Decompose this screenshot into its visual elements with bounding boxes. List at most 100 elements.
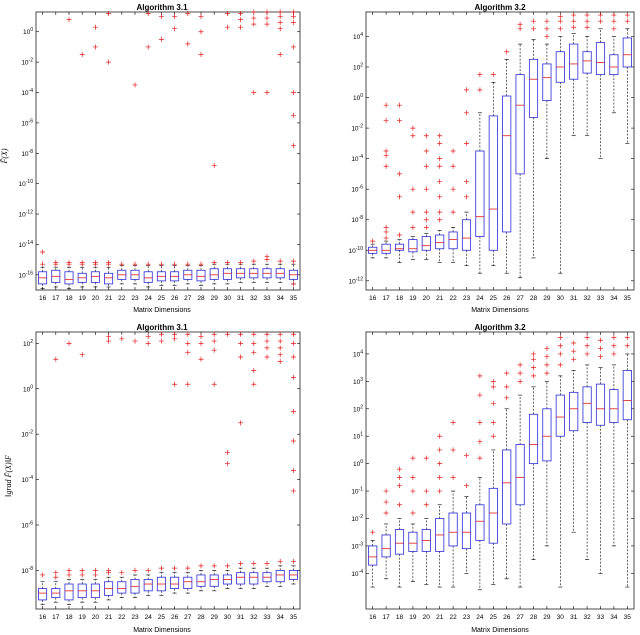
y-tick-label: 102 <box>23 339 33 348</box>
outlier-marker <box>611 12 617 18</box>
x-tick-label: 34 <box>277 614 285 621</box>
box-24 <box>143 11 153 288</box>
box-16 <box>368 238 378 259</box>
outlier-marker <box>437 194 443 200</box>
outlier-marker <box>544 33 550 39</box>
box-body <box>236 572 246 585</box>
outlier-marker <box>277 14 283 20</box>
y-axis-label: F̃(X) <box>0 148 9 164</box>
outlier-marker <box>450 474 456 480</box>
outlier-marker <box>290 143 296 149</box>
x-tick-label: 21 <box>436 295 444 302</box>
outlier-marker <box>517 21 523 27</box>
outlier-marker <box>277 52 283 58</box>
outlier-marker <box>423 224 429 230</box>
box-body <box>394 529 405 555</box>
y-tick-label: 100 <box>353 93 363 102</box>
box-34 <box>609 334 619 547</box>
outlier-marker <box>264 354 270 360</box>
outlier-marker <box>450 163 456 169</box>
x-tick-label: 35 <box>624 295 632 302</box>
x-tick-label: 30 <box>224 614 232 621</box>
box-25 <box>488 72 498 266</box>
y-tick-label: 10-6 <box>21 118 33 127</box>
box-18 <box>64 340 74 605</box>
outlier-marker <box>290 438 296 444</box>
outlier-marker <box>450 209 456 215</box>
x-tick-label: 30 <box>557 614 565 621</box>
outlier-marker <box>383 163 389 169</box>
box-22 <box>117 336 127 598</box>
outlier-marker <box>277 20 283 26</box>
box-body <box>196 574 206 587</box>
box-body <box>488 487 498 544</box>
x-tick-label: 28 <box>197 295 205 302</box>
outlier-marker <box>251 561 257 567</box>
x-tick-label: 17 <box>52 295 60 302</box>
outlier-marker <box>423 217 429 223</box>
box-body <box>183 576 193 589</box>
x-tick-label: 19 <box>409 295 417 302</box>
plot-area: 104 103 102 101 100 10-1 10-2 10-3 10-4 16 17 18 19 2… <box>351 331 635 621</box>
y-tick-label: 10-16 <box>19 270 34 279</box>
box-27 <box>183 331 193 594</box>
box-body <box>90 271 100 283</box>
outlier-marker <box>423 163 429 169</box>
box-body <box>196 269 206 282</box>
box-body <box>381 534 391 558</box>
box-26 <box>170 331 180 594</box>
box-body <box>609 54 619 76</box>
box-body <box>143 271 153 283</box>
box-body <box>394 243 405 251</box>
outlier-marker <box>544 26 550 32</box>
box-body <box>502 95 512 233</box>
outlier-marker <box>172 381 178 387</box>
outlier-marker <box>397 466 402 472</box>
x-axis-label: Matrix Dimensions <box>133 307 191 314</box>
x-tick-label: 31 <box>570 295 578 302</box>
outlier-marker <box>517 370 523 376</box>
outlier-marker <box>423 455 429 461</box>
y-tick-label: 10-8 <box>351 215 363 224</box>
box-body <box>488 115 498 251</box>
box-29 <box>542 345 552 547</box>
box-20 <box>421 133 431 260</box>
outlier-marker <box>370 238 376 244</box>
x-tick-label: 20 <box>92 614 100 621</box>
box-body <box>408 239 418 253</box>
outlier-marker <box>598 345 603 351</box>
outlier-marker <box>437 163 443 169</box>
x-tick-label: 32 <box>583 295 591 302</box>
outlier-marker <box>251 258 257 264</box>
outlier-marker <box>437 179 443 185</box>
x-tick-label: 28 <box>530 614 538 621</box>
outlier-marker <box>172 336 178 342</box>
box-35 <box>622 334 632 588</box>
outlier-marker <box>290 281 296 287</box>
outlier-marker <box>437 209 443 215</box>
box-32 <box>582 12 592 137</box>
outlier-marker <box>598 18 603 24</box>
outlier-marker <box>611 18 617 24</box>
outlier-marker <box>238 420 244 426</box>
y-tick-label: 10-4 <box>21 88 33 97</box>
outlier-marker <box>490 420 496 426</box>
box-28 <box>528 351 539 560</box>
x-tick-label: 16 <box>39 614 47 621</box>
outlier-marker <box>172 331 178 337</box>
box-30 <box>222 331 232 589</box>
x-tick-label: 20 <box>423 614 431 621</box>
box-24 <box>475 373 485 591</box>
outlier-marker <box>251 349 257 355</box>
x-tick-label: 32 <box>583 614 591 621</box>
x-tick-label: 35 <box>290 614 298 621</box>
outlier-marker <box>531 351 536 357</box>
outlier-marker <box>544 345 550 351</box>
outlier-marker <box>224 331 230 337</box>
outlier-marker <box>185 11 191 17</box>
box-26 <box>502 49 512 274</box>
box-25 <box>488 378 498 585</box>
x-tick-label: 16 <box>369 614 377 621</box>
y-tick-label: 10-3 <box>351 541 363 550</box>
box-35 <box>288 331 298 585</box>
